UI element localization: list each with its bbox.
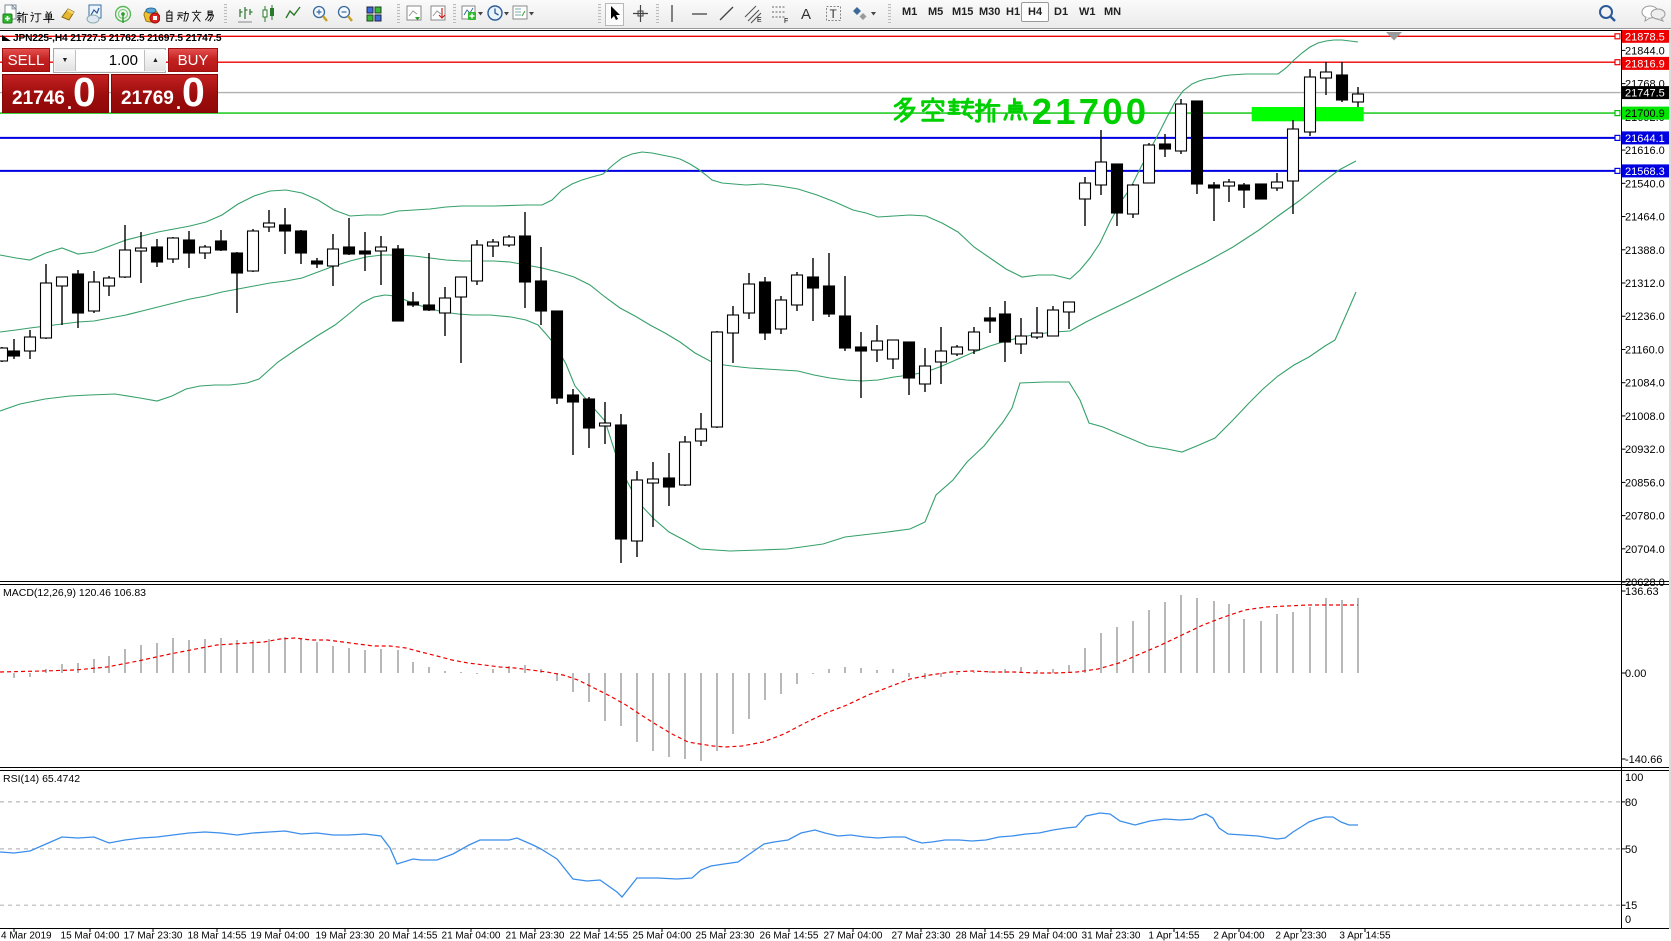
- svg-text:21236.0: 21236.0: [1625, 311, 1665, 323]
- svg-text:3 Apr 14:55: 3 Apr 14:55: [1339, 931, 1391, 941]
- svg-text:21700: 21700: [1032, 91, 1150, 132]
- svg-text:21464.0: 21464.0: [1625, 212, 1665, 224]
- svg-text:20856.0: 20856.0: [1625, 477, 1665, 489]
- svg-text:4 Mar 2019: 4 Mar 2019: [1, 931, 52, 941]
- svg-text:100: 100: [1625, 772, 1643, 784]
- svg-text:26 Mar 14:55: 26 Mar 14:55: [760, 931, 819, 941]
- svg-text:RSI(14) 65.4742: RSI(14) 65.4742: [3, 773, 80, 785]
- svg-text:29 Mar 04:00: 29 Mar 04:00: [1019, 931, 1078, 941]
- svg-text:27 Mar 04:00: 27 Mar 04:00: [824, 931, 883, 941]
- svg-text:A: A: [801, 6, 811, 23]
- svg-text:21700.9: 21700.9: [1625, 108, 1665, 120]
- svg-text:31 Mar 23:30: 31 Mar 23:30: [1082, 931, 1141, 941]
- svg-text:19 Mar 23:30: 19 Mar 23:30: [316, 931, 375, 941]
- svg-text:21747.5: 21747.5: [1625, 88, 1665, 100]
- svg-text:25 Mar 23:30: 25 Mar 23:30: [696, 931, 755, 941]
- svg-text:2 Apr 04:00: 2 Apr 04:00: [1213, 931, 1265, 941]
- svg-text:28 Mar 14:55: 28 Mar 14:55: [956, 931, 1015, 941]
- svg-text:-140.66: -140.66: [1625, 754, 1662, 766]
- svg-text:20932.0: 20932.0: [1625, 444, 1665, 456]
- svg-text:0.00: 0.00: [1625, 668, 1646, 680]
- svg-text:T: T: [830, 7, 838, 21]
- svg-text:20 Mar 14:55: 20 Mar 14:55: [379, 931, 438, 941]
- svg-text:2 Apr 23:30: 2 Apr 23:30: [1275, 931, 1327, 941]
- svg-text:20704.0: 20704.0: [1625, 544, 1665, 556]
- svg-text:MACD(12,26,9) 120.46 106.83: MACD(12,26,9) 120.46 106.83: [3, 587, 146, 599]
- svg-text:21 Mar 23:30: 21 Mar 23:30: [506, 931, 565, 941]
- svg-text:21616.0: 21616.0: [1625, 145, 1665, 157]
- svg-text:15: 15: [1625, 900, 1637, 912]
- svg-text:21568.3: 21568.3: [1625, 166, 1665, 178]
- svg-text:22 Mar 14:55: 22 Mar 14:55: [570, 931, 629, 941]
- svg-text:136.63: 136.63: [1625, 586, 1659, 598]
- svg-text:E: E: [757, 17, 762, 24]
- svg-text:20780.0: 20780.0: [1625, 511, 1665, 523]
- svg-text:21540.0: 21540.0: [1625, 178, 1665, 190]
- svg-text:JPN225-,H4 21727.5 21762.5 21: JPN225-,H4 21727.5 21762.5 21697.5 21747…: [13, 33, 222, 44]
- svg-text:21816.9: 21816.9: [1625, 58, 1665, 70]
- svg-text:1 Apr 14:55: 1 Apr 14:55: [1148, 931, 1200, 941]
- svg-text:17 Mar 23:30: 17 Mar 23:30: [124, 931, 183, 941]
- svg-text:19 Mar 04:00: 19 Mar 04:00: [251, 931, 310, 941]
- svg-text:21878.5: 21878.5: [1625, 31, 1665, 43]
- svg-text:21844.0: 21844.0: [1625, 45, 1665, 57]
- svg-text:21008.0: 21008.0: [1625, 411, 1665, 423]
- svg-text:20628.0: 20628.0: [1625, 577, 1665, 589]
- svg-text:21084.0: 21084.0: [1625, 378, 1665, 390]
- svg-text:F: F: [784, 18, 788, 25]
- svg-text:18 Mar 14:55: 18 Mar 14:55: [188, 931, 247, 941]
- svg-text:21312.0: 21312.0: [1625, 278, 1665, 290]
- svg-text:27 Mar 23:30: 27 Mar 23:30: [892, 931, 951, 941]
- svg-text:50: 50: [1625, 844, 1637, 856]
- svg-text:25 Mar 04:00: 25 Mar 04:00: [633, 931, 692, 941]
- svg-text:21 Mar 04:00: 21 Mar 04:00: [442, 931, 501, 941]
- svg-text:21160.0: 21160.0: [1625, 344, 1664, 356]
- svg-text:21644.1: 21644.1: [1625, 133, 1665, 145]
- svg-text:80: 80: [1625, 797, 1637, 809]
- svg-text:0: 0: [1625, 914, 1631, 926]
- svg-text:21388.0: 21388.0: [1625, 245, 1665, 257]
- svg-text:15 Mar 04:00: 15 Mar 04:00: [61, 931, 120, 941]
